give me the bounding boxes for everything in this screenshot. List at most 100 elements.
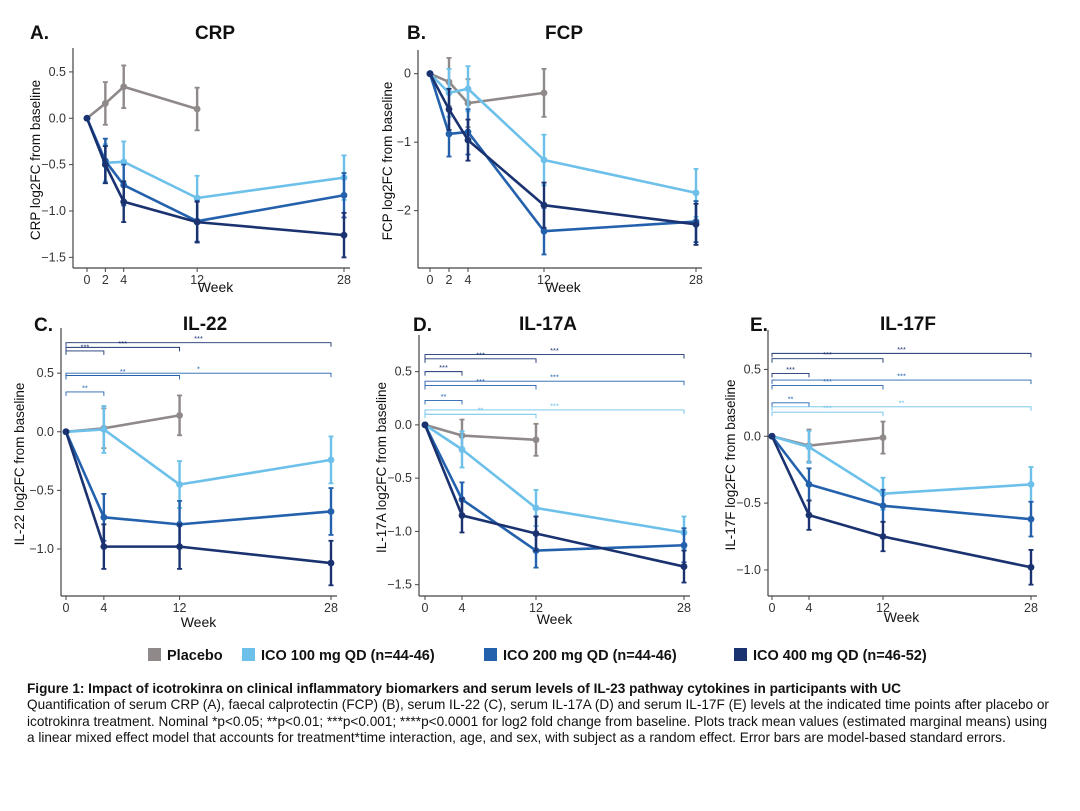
series-line-ico200	[64, 431, 332, 526]
y-tick-label: −2	[397, 204, 411, 218]
data-point-ico100	[100, 426, 108, 433]
x-tick-label: 0	[422, 601, 429, 615]
data-point-ico400	[879, 533, 887, 540]
panel-label: D.	[413, 315, 432, 336]
y-tick-label: −1.0	[736, 563, 761, 577]
significance-stars: ***	[786, 365, 795, 374]
data-point-placebo	[532, 436, 540, 444]
significance-bracket	[65, 375, 181, 380]
panel-A: A. CRP 0.5 0.0 −0.5 −1.0 −1.5 0 2 4 12 28 Week CRP lo…	[28, 23, 351, 295]
series-line-ico200	[770, 435, 1032, 521]
y-tick-label: −1.5	[387, 578, 412, 592]
series-line-ico100	[771, 435, 1032, 496]
y-tick-label: −0.5	[41, 158, 66, 172]
significance-stars: ***	[118, 339, 127, 348]
data-point-ico200	[879, 502, 887, 510]
panel-title: IL-17F	[880, 314, 936, 335]
x-tick-label: 0	[427, 273, 434, 287]
y-tick-label: 0.0	[744, 429, 761, 443]
y-tick-label: −0.5	[29, 483, 54, 497]
x-tick-label: 28	[324, 601, 338, 615]
y-tick-label: 0.0	[37, 425, 54, 439]
x-tick-label: 4	[806, 601, 813, 615]
y-tick-label: −1.5	[41, 250, 66, 264]
data-point-ico400	[532, 530, 540, 537]
significance-stars: ***	[897, 345, 906, 354]
y-tick-label: −1.0	[41, 204, 66, 218]
y-axis-label: IL-17A log2FC from baseline	[374, 382, 389, 553]
data-point-ico100	[120, 158, 128, 166]
x-tick-label: 4	[465, 273, 472, 287]
data-point-ico400	[327, 559, 335, 567]
y-axis-label: IL-22 log2FC from baseline	[12, 383, 27, 546]
data-point-placebo	[176, 411, 183, 419]
significance-bracket	[424, 409, 685, 414]
significance-bracket	[771, 406, 1032, 411]
significance-stars: ***	[194, 334, 203, 343]
data-point-ico400	[680, 563, 688, 570]
series-line-ico100	[65, 428, 332, 486]
data-point-ico200	[445, 130, 453, 138]
significance-bracket	[771, 411, 884, 417]
x-tick-label: 0	[769, 601, 776, 615]
y-axis-label: CRP log2FC from baseline	[28, 80, 43, 240]
data-point-ico100	[193, 194, 201, 202]
significance-bracket	[424, 371, 463, 376]
y-tick-label: 0.5	[49, 65, 66, 79]
data-point-ico100	[176, 481, 183, 488]
panel-title: CRP	[195, 23, 235, 44]
x-tick-label: 0	[63, 601, 70, 615]
data-point-ico100	[327, 456, 335, 464]
data-point-ico200	[805, 480, 813, 488]
data-point-ico100	[464, 85, 472, 93]
series-line-placebo	[65, 414, 180, 434]
data-point-ico400	[100, 543, 108, 551]
significance-bracket	[771, 385, 884, 390]
data-point-placebo	[193, 105, 201, 113]
figure-caption: Figure 1: Impact of icotrokinra on clini…	[27, 681, 1057, 747]
significance-stars: **	[120, 367, 126, 376]
y-tick-label: 0	[404, 67, 411, 81]
x-tick-label: 12	[173, 601, 187, 615]
data-point-ico400	[464, 136, 472, 144]
x-tick-label: 4	[100, 601, 107, 615]
data-point-ico400	[805, 511, 813, 519]
significance-bracket	[424, 358, 537, 363]
legend-label-ico100: ICO 100 mg QD (n=44-46)	[261, 648, 435, 664]
significance-stars: ***	[81, 342, 90, 351]
y-tick-label: 0.5	[744, 362, 761, 376]
x-axis-label: Week	[198, 279, 235, 295]
significance-bracket	[771, 372, 810, 378]
panel-label: A.	[30, 23, 49, 44]
significance-stars: ***	[897, 372, 906, 381]
data-point-ico200	[327, 508, 335, 515]
data-point-ico400	[445, 105, 453, 113]
data-point-ico200	[100, 513, 108, 521]
data-point-ico400	[101, 161, 109, 169]
panel-title: IL-17A	[519, 314, 577, 335]
x-tick-label: 12	[529, 601, 543, 615]
series-line-ico400	[770, 435, 1032, 569]
legend: Placebo ICO 100 mg QD (n=44-46) ICO 200 mg…	[148, 648, 927, 664]
legend-label-ico400: ICO 400 mg QD (n=46-52)	[753, 648, 927, 664]
x-tick-label: 4	[120, 273, 127, 287]
x-tick-label: 28	[1024, 601, 1038, 615]
significance-bracket	[771, 358, 884, 363]
panel-label: C.	[34, 315, 53, 336]
y-axis-label: IL-17F log2FC from baseline	[723, 379, 738, 550]
y-tick-label: 0.5	[37, 366, 54, 380]
data-point-ico200	[1027, 515, 1035, 523]
data-point-placebo	[879, 434, 887, 441]
significance-bracket	[65, 372, 332, 378]
significance-bracket	[771, 352, 1032, 358]
series-line-ico400	[428, 73, 697, 226]
x-tick-label: 2	[446, 273, 453, 287]
significance-bracket	[424, 413, 537, 419]
significance-bracket	[424, 385, 537, 390]
y-tick-label: −0.5	[387, 471, 412, 485]
panel-C: C. IL-22 0.5 0.0 −0.5 −1.0 0 4 12 28 Week IL-22 log…	[12, 314, 338, 630]
data-point-ico400	[83, 114, 91, 122]
panel-label: B.	[407, 23, 426, 44]
